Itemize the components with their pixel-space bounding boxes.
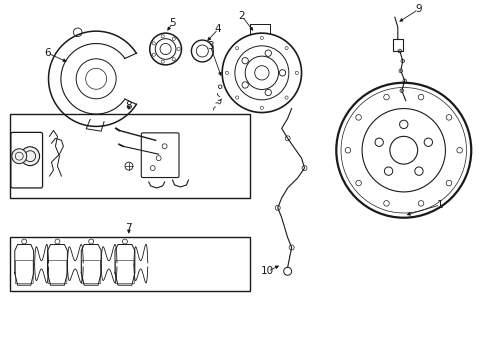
Circle shape [235, 96, 238, 99]
Circle shape [417, 94, 423, 100]
Text: 3: 3 [206, 41, 213, 51]
Circle shape [445, 180, 451, 186]
Bar [10, 237, 249, 291]
Circle shape [445, 114, 451, 120]
Circle shape [161, 35, 164, 38]
Circle shape [12, 149, 27, 164]
Circle shape [242, 58, 248, 64]
Text: 8: 8 [125, 100, 132, 111]
Circle shape [374, 138, 383, 147]
Circle shape [414, 167, 422, 175]
Circle shape [295, 71, 298, 75]
Circle shape [417, 201, 423, 206]
Circle shape [264, 50, 271, 57]
Circle shape [152, 53, 155, 56]
Circle shape [20, 147, 40, 166]
Circle shape [172, 58, 175, 61]
Circle shape [383, 94, 388, 100]
Circle shape [264, 89, 271, 96]
Circle shape [161, 60, 164, 63]
Text: 4: 4 [214, 24, 221, 34]
Circle shape [225, 71, 228, 75]
Circle shape [285, 96, 287, 99]
Text: 2: 2 [238, 11, 245, 21]
Circle shape [235, 46, 238, 50]
Text: 10: 10 [261, 266, 274, 276]
Bar [392, 39, 402, 51]
Circle shape [285, 46, 287, 50]
Circle shape [399, 120, 407, 129]
Text: 5: 5 [169, 18, 176, 28]
Circle shape [242, 82, 248, 88]
Circle shape [384, 167, 392, 175]
Circle shape [383, 201, 388, 206]
Text: 7: 7 [125, 222, 132, 233]
Circle shape [355, 114, 361, 120]
Circle shape [355, 180, 361, 186]
Circle shape [260, 106, 263, 109]
Text: 9: 9 [414, 4, 421, 14]
Circle shape [456, 148, 462, 153]
Circle shape [152, 42, 155, 45]
Circle shape [279, 69, 285, 76]
Text: 1: 1 [436, 200, 443, 210]
Bar [10, 113, 249, 198]
Circle shape [177, 48, 180, 51]
Circle shape [423, 138, 431, 147]
Text: 6: 6 [44, 48, 51, 58]
Circle shape [172, 37, 175, 40]
Circle shape [345, 148, 350, 153]
Circle shape [260, 36, 263, 40]
